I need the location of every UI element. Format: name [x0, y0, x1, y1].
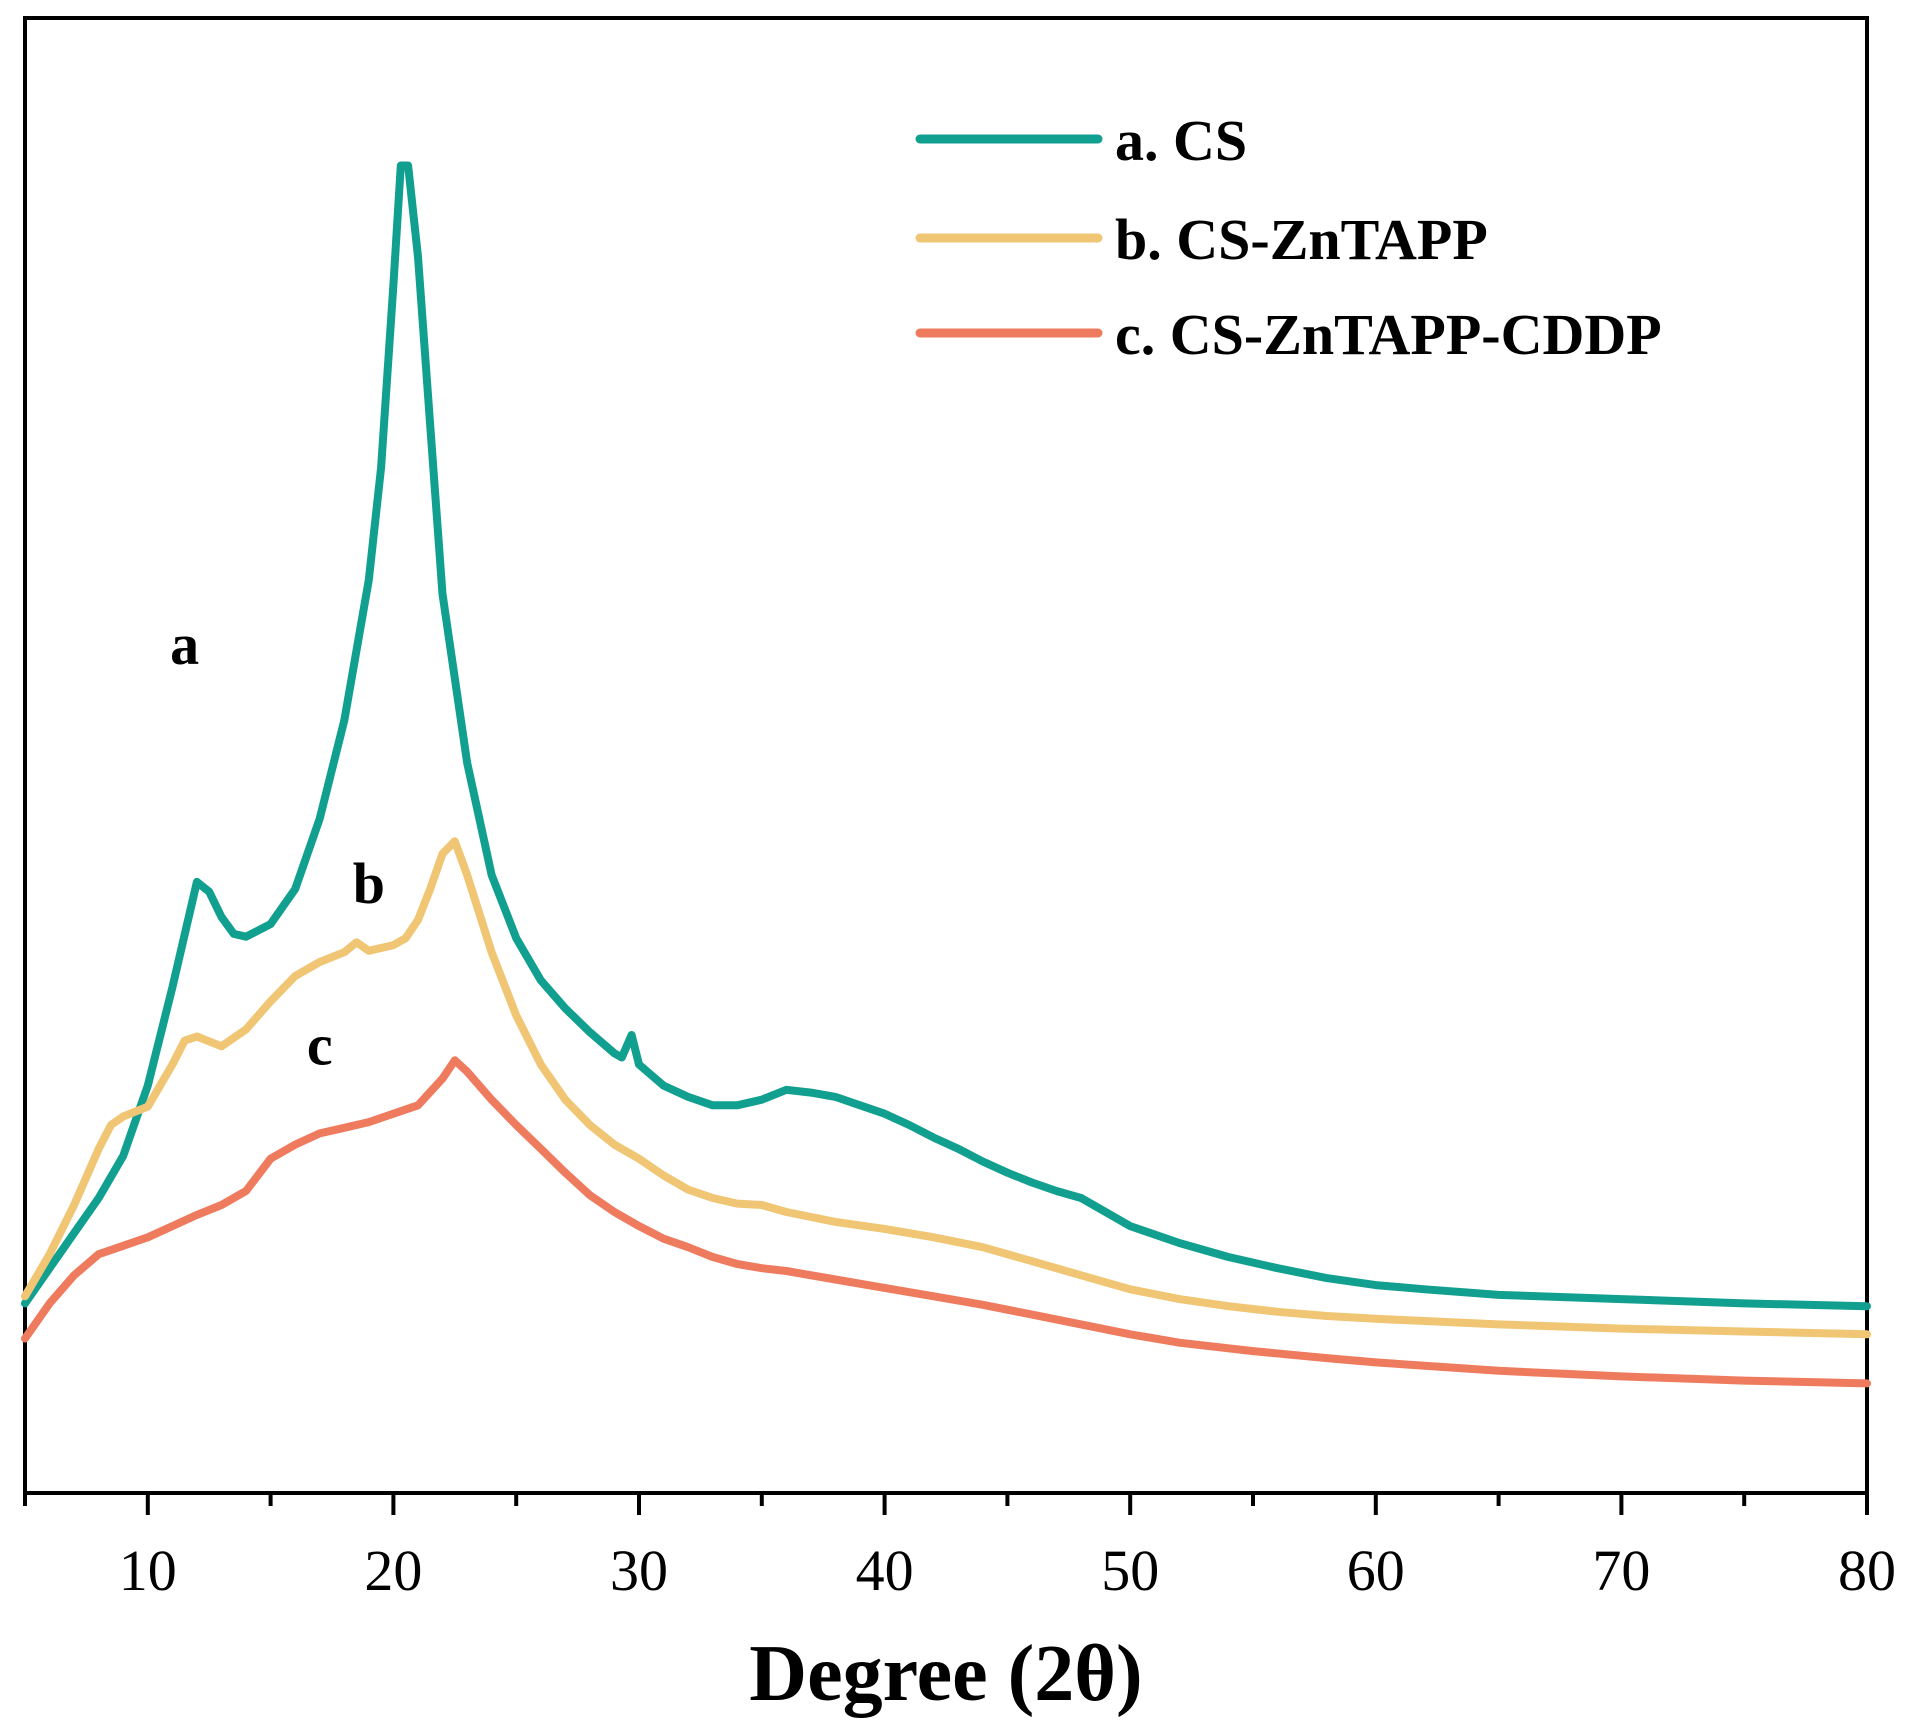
series-line-c [21, 1056, 1871, 1388]
legend-label-c: c. CS-ZnTAPP-CDDP [1115, 302, 1662, 367]
x-tick-label-50: 50 [1101, 1538, 1159, 1603]
annotation-b: b [353, 851, 385, 916]
x-axis-ticks [23, 1493, 1869, 1515]
series-group [21, 161, 1871, 1388]
annotation-c: c [307, 1013, 333, 1078]
x-tick-label-20: 20 [364, 1538, 422, 1603]
annotation-a: a [170, 612, 199, 677]
plot-frame [23, 16, 1869, 1495]
x-tick-label-40: 40 [856, 1538, 914, 1603]
legend: a. CS b. CS-ZnTAPP c. CS-ZnTAPP-CDDP [915, 108, 1662, 367]
x-tick-label-70: 70 [1592, 1538, 1650, 1603]
legend-label-a: a. CS [1115, 108, 1247, 173]
curve-annotations: a b c [170, 612, 385, 1077]
x-axis-label: Degree (2θ) [749, 1630, 1142, 1718]
x-tick-label-80: 80 [1838, 1538, 1896, 1603]
x-tick-label-30: 30 [610, 1538, 668, 1603]
x-tick-label-10: 10 [119, 1538, 177, 1603]
legend-label-b: b. CS-ZnTAPP [1115, 207, 1488, 272]
series-line-b [21, 837, 1871, 1339]
x-tick-label-60: 60 [1347, 1538, 1405, 1603]
x-axis-tick-labels: 10 20 30 40 50 60 70 80 [119, 1538, 1896, 1603]
series-line-a [21, 161, 1871, 1311]
